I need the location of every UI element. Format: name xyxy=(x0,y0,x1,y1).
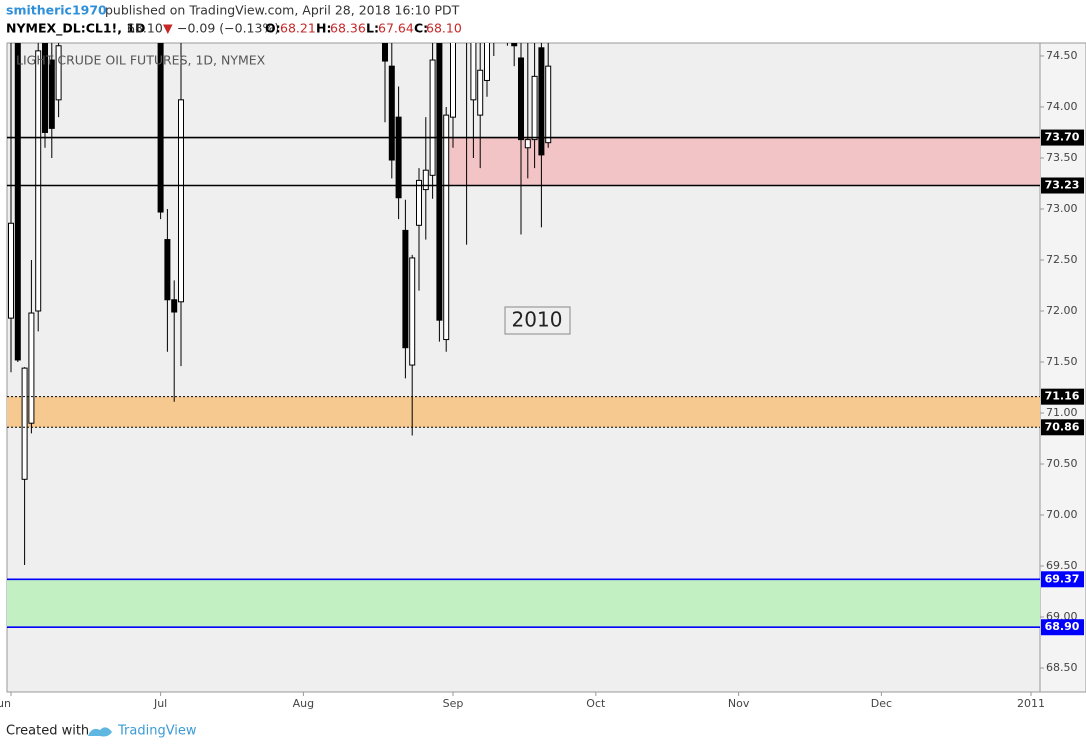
candle-body xyxy=(443,114,450,341)
annotation-box xyxy=(504,306,571,335)
candle-body xyxy=(511,43,518,47)
y-tick-label: 68.50 xyxy=(1046,661,1078,674)
candle-body xyxy=(429,59,436,176)
candle-body xyxy=(28,312,35,424)
level-label: 70.86 xyxy=(1045,420,1080,433)
low-value: 67.64 xyxy=(378,21,414,36)
x-tick-label: 2011 xyxy=(1017,697,1045,710)
published: published on TradingView.com, April 28, … xyxy=(105,3,460,18)
level-label-box xyxy=(1041,571,1084,588)
candle-body xyxy=(35,50,42,312)
candle-body xyxy=(484,43,490,81)
level-label: 68.90 xyxy=(1045,620,1080,633)
footer-created: Created with xyxy=(6,724,89,739)
y-tick-label: 73.50 xyxy=(1046,151,1078,164)
close-value: 68.10 xyxy=(426,21,462,36)
candle-body xyxy=(164,239,171,301)
level-label-box xyxy=(1041,388,1084,405)
candle-body xyxy=(402,229,409,349)
y-tick-label: 70.00 xyxy=(1046,508,1078,521)
open-label: O: xyxy=(265,21,281,36)
candle-body xyxy=(450,43,456,118)
change-arrow: ▼ xyxy=(163,21,173,36)
candle-body xyxy=(21,367,28,480)
candle-body xyxy=(436,43,443,321)
y-tick-label: 72.50 xyxy=(1046,253,1078,266)
close-label: C: xyxy=(414,21,428,36)
x-tick-label: Sep xyxy=(443,697,464,710)
open-value: 68.21 xyxy=(280,21,316,36)
candle-body xyxy=(524,139,531,149)
level-label-box xyxy=(1041,419,1084,436)
x-tick-label: Nov xyxy=(728,697,750,710)
candle-body xyxy=(171,299,178,313)
symbol: NYMEX_DL:CL1!, 1D xyxy=(6,21,145,37)
y-tick-label: 74.00 xyxy=(1046,100,1078,113)
low-label: L: xyxy=(366,21,379,36)
candle-body xyxy=(178,99,184,303)
level-label: 73.23 xyxy=(1045,179,1080,192)
candle-body xyxy=(470,43,477,101)
candle-body xyxy=(531,75,538,141)
candle-body xyxy=(477,69,484,116)
x-tick-label: Jul xyxy=(153,697,167,710)
change: −0.09 (−0.13%) xyxy=(177,21,279,36)
x-tick-label: Dec xyxy=(871,697,892,710)
last-price: 68.10 xyxy=(127,21,163,36)
plot-clip xyxy=(7,43,1040,628)
zone xyxy=(7,396,1040,428)
y-tick-label: 72.00 xyxy=(1046,304,1078,317)
footer-brand[interactable]: TradingView xyxy=(117,724,197,739)
y-tick-label: 71.50 xyxy=(1046,355,1078,368)
plot-layer: 68.5069.0069.5070.0070.5071.0071.5072.00… xyxy=(0,43,1084,710)
candle-body xyxy=(416,179,422,226)
candle-body xyxy=(538,47,545,156)
x-tick-label: un xyxy=(0,697,11,710)
y-tick-label: 71.00 xyxy=(1046,406,1078,419)
zone xyxy=(7,579,1040,628)
candle-body xyxy=(395,116,402,199)
candle-body xyxy=(157,43,164,213)
candle-body xyxy=(382,43,388,62)
level-label-box xyxy=(1041,129,1084,146)
y-tick-label: 70.50 xyxy=(1046,457,1078,470)
logo xyxy=(88,727,112,737)
y-tick-label: 69.50 xyxy=(1046,559,1078,572)
candle-body xyxy=(8,222,14,319)
logo-icon xyxy=(88,727,112,737)
high-value: 68.36 xyxy=(330,21,366,36)
level-label: 71.16 xyxy=(1045,390,1080,403)
level-label-box xyxy=(1041,619,1084,636)
candle-body xyxy=(388,65,395,161)
candle-body xyxy=(518,57,524,141)
x-tick-label: Aug xyxy=(293,697,314,710)
candle-body xyxy=(422,169,429,191)
author[interactable]: smitheric1970 xyxy=(6,3,107,18)
annotation: 2010 xyxy=(512,308,563,332)
high-label: H: xyxy=(316,21,331,36)
level-label: 69.37 xyxy=(1045,572,1080,585)
y-tick-label: 74.50 xyxy=(1046,49,1078,62)
x-tick-label: Oct xyxy=(586,697,606,710)
zone xyxy=(447,137,1040,186)
candle-body xyxy=(409,257,416,366)
watermark: LIGHT CRUDE OIL FUTURES, 1D, NYMEX xyxy=(16,53,266,68)
candle-body xyxy=(545,65,552,144)
candle-body xyxy=(14,43,21,361)
level-label: 73.70 xyxy=(1045,131,1080,144)
candle-body xyxy=(55,45,62,101)
candle-body xyxy=(48,59,55,129)
candle-body xyxy=(42,43,48,133)
y-tick-label: 73.00 xyxy=(1046,202,1078,215)
level-label-box xyxy=(1041,177,1084,194)
